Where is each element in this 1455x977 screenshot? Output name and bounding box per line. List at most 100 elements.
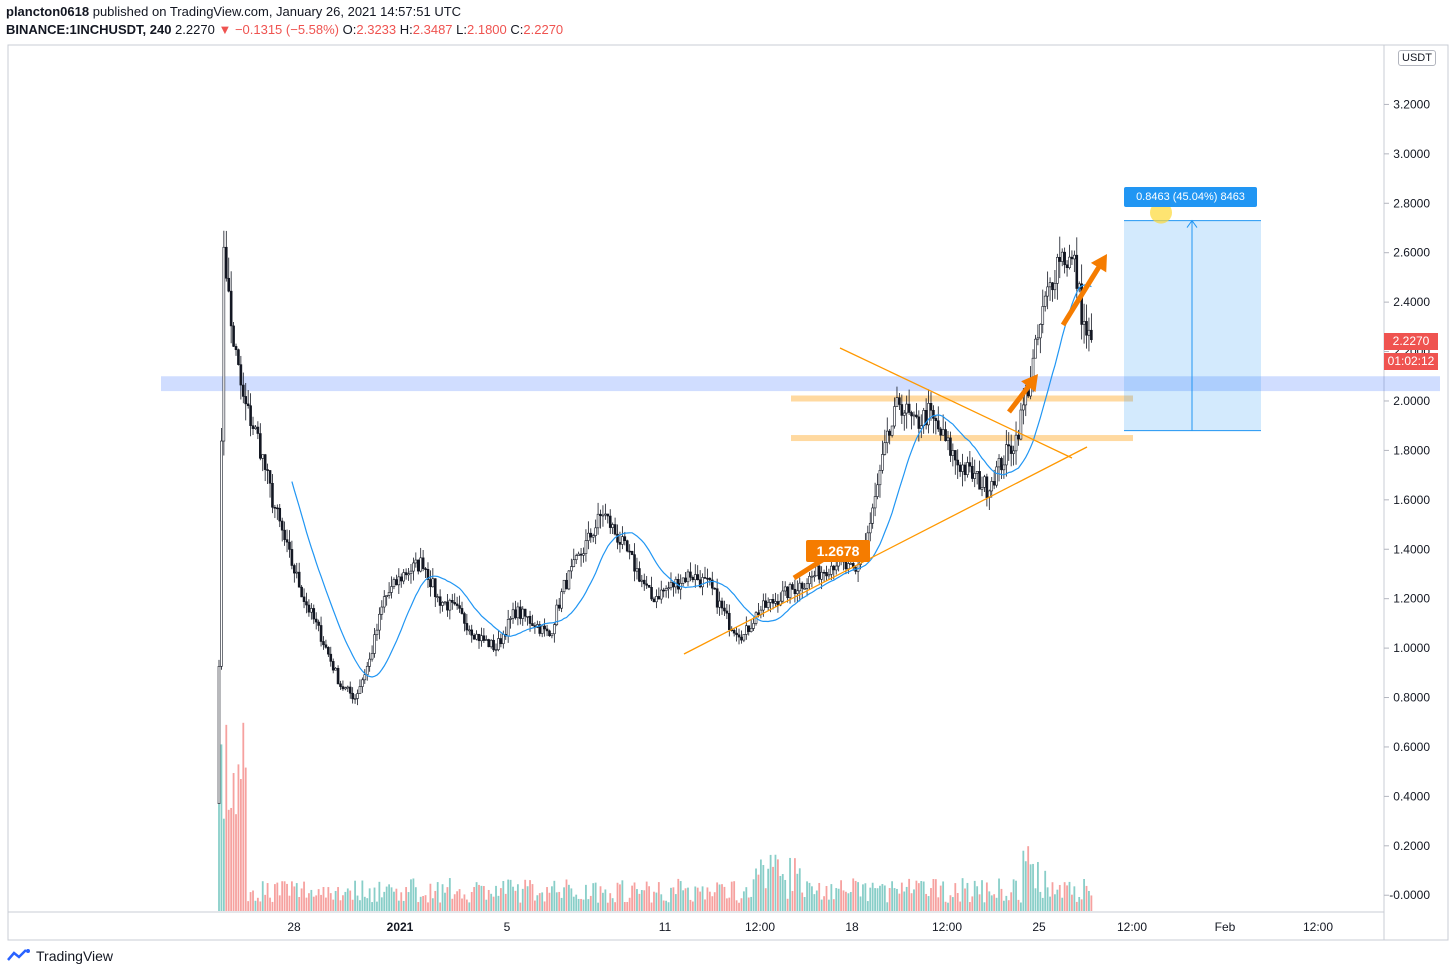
currency-badge[interactable]: USDT (1398, 50, 1436, 66)
volume-bar (934, 879, 937, 911)
volume-bar (954, 883, 957, 911)
volume-bar (548, 892, 551, 911)
candle-body (703, 577, 707, 579)
volume-bar (271, 901, 274, 911)
breakout-arrow-head-icon (1021, 374, 1038, 393)
candle-body (346, 686, 350, 689)
candle-body (574, 555, 578, 561)
symbol-info: BINANCE:1INCHUSDT, 240 2.2270 ▼ −0.1315 … (6, 22, 563, 38)
volume-bar (660, 894, 663, 911)
volume-bar (947, 902, 949, 911)
volume-bar (968, 902, 971, 911)
measure-label[interactable]: 0.8463 (45.04%) 8463 (1124, 187, 1257, 207)
volume-bar (463, 894, 466, 911)
price-tick-label: 0.4000 (1393, 789, 1430, 803)
volume-bar (288, 895, 291, 911)
candle-body (363, 674, 367, 681)
candle-body (762, 600, 765, 611)
candle-body (327, 647, 330, 655)
volume-bar (504, 893, 507, 911)
volume-bar (745, 887, 748, 911)
volume-bar (920, 881, 923, 911)
volume-bar (616, 882, 619, 911)
volume-bar (891, 881, 894, 911)
volume-bar (448, 878, 451, 911)
time-tick-label: 25 (1032, 920, 1046, 934)
volume-bar (1041, 897, 1044, 911)
volume-bar (244, 767, 247, 911)
candle-body (397, 576, 401, 586)
candle-body (365, 665, 369, 675)
candle-body (1019, 409, 1023, 440)
candle-body (796, 590, 799, 594)
volume-bar (893, 888, 896, 911)
price-tick-label: 1.6000 (1393, 493, 1430, 507)
volume-layer (218, 722, 1093, 911)
volume-bar (733, 881, 736, 911)
volume-bar (691, 901, 694, 911)
candle-body (254, 426, 257, 429)
candle-body (645, 583, 648, 586)
volume-bar (531, 884, 534, 911)
volume-bar (565, 879, 568, 911)
candle-body (548, 630, 551, 637)
volume-bar (407, 892, 410, 911)
volume-bar (266, 883, 269, 911)
candle-body (1056, 257, 1059, 284)
candle-body (317, 621, 320, 626)
price-callout[interactable]: 1.2678 (806, 540, 870, 562)
candle-body (689, 571, 692, 578)
volume-bar (1032, 863, 1034, 911)
volume-bar (704, 899, 706, 911)
footer-brand[interactable]: TradingView (6, 948, 113, 964)
symbol-name[interactable]: BINANCE:1INCHUSDT, 240 (6, 22, 172, 37)
candle-body (613, 524, 617, 535)
volume-bar (628, 897, 631, 911)
candle-body (380, 606, 384, 615)
candle-body (557, 604, 561, 609)
candle-body (783, 586, 787, 592)
candle-body (747, 625, 751, 632)
candle-body (805, 583, 809, 589)
candle-body (319, 625, 323, 642)
candle-body (997, 458, 1001, 468)
volume-bar (718, 884, 721, 911)
candle-body (368, 658, 371, 667)
volume-bar (866, 901, 869, 911)
candle-body (234, 346, 238, 351)
candle-body (1034, 338, 1037, 359)
volume-bar (456, 891, 459, 911)
volume-bar (687, 887, 689, 911)
volume-bar (337, 887, 339, 911)
candle-body (555, 604, 559, 625)
volume-bar (431, 898, 434, 911)
volume-bar (1034, 888, 1037, 911)
candle-body (822, 571, 826, 574)
volume-bar (1024, 861, 1027, 911)
volume-bar (781, 874, 784, 911)
candle-body (285, 539, 289, 543)
candle-body (1070, 256, 1074, 260)
candle-body (222, 246, 226, 442)
candle-body (922, 410, 926, 427)
volume-bar (514, 890, 517, 911)
price-tick-label: 3.2000 (1393, 97, 1430, 111)
candle-body (276, 507, 279, 510)
time-tick-label: 2021 (387, 920, 414, 934)
volume-bar (1022, 850, 1025, 911)
volume-bar (835, 888, 838, 911)
volume-bar (303, 881, 305, 911)
volume-bar (621, 880, 624, 911)
time-axis-ticks: 28 2021 5 11 12:00 18 12:00 25 12:00 Feb 12:00 (287, 920, 1333, 934)
candle-body (616, 533, 619, 543)
candle-body (642, 579, 646, 585)
candle-body (329, 653, 333, 662)
candle-body (307, 604, 311, 613)
volume-bar (580, 898, 582, 911)
candle-body (482, 635, 486, 641)
volume-bar (876, 888, 879, 911)
candle-body (944, 429, 947, 442)
volume-bar (806, 881, 808, 911)
candle-body (803, 588, 806, 590)
